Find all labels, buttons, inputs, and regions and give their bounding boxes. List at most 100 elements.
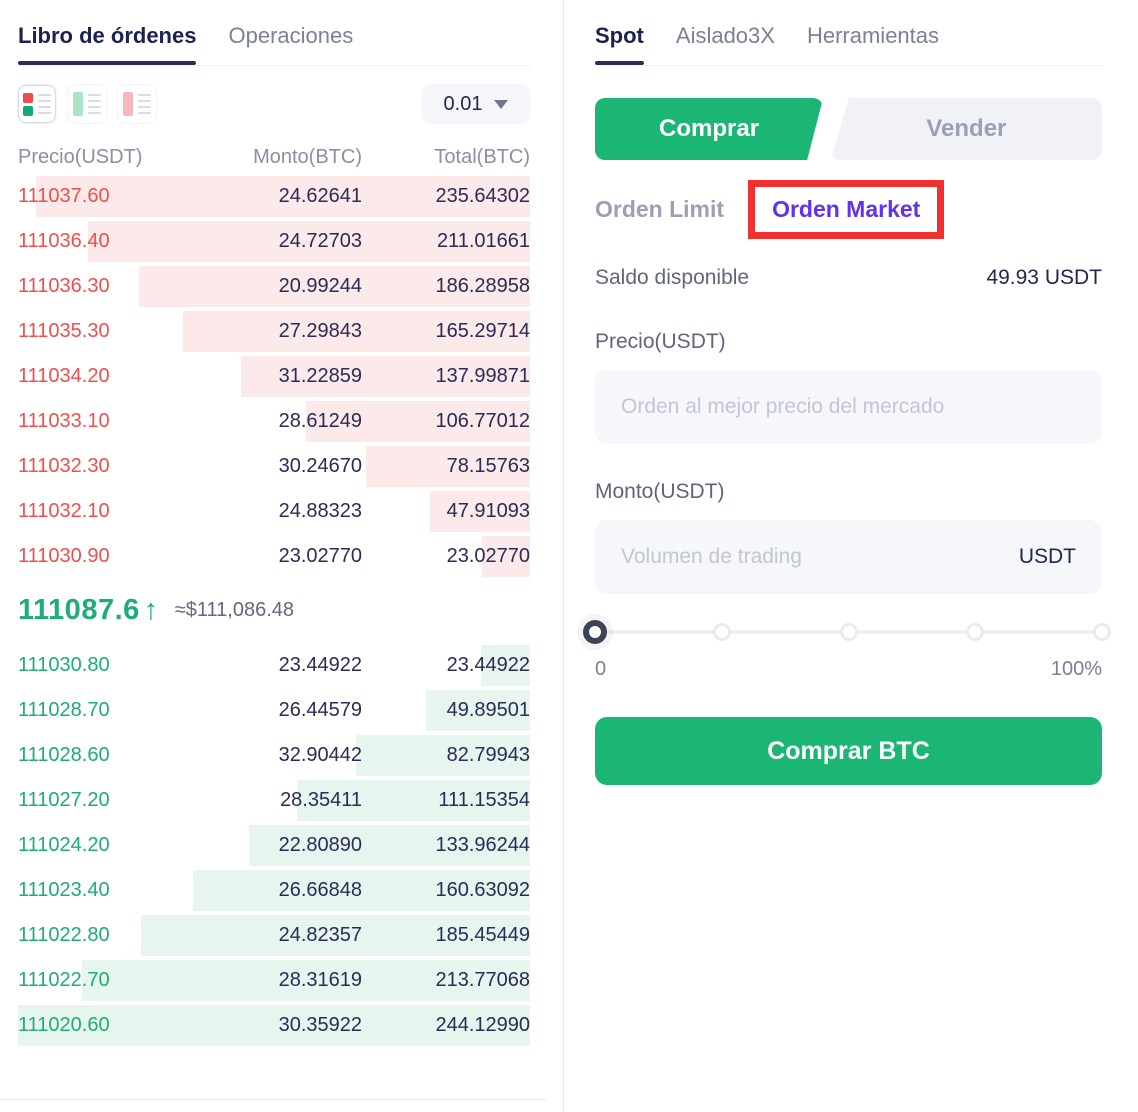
asks-only-view-icon[interactable] bbox=[118, 85, 156, 123]
slider-stop[interactable] bbox=[1093, 623, 1111, 641]
bid-price: 111022.70 bbox=[18, 969, 110, 991]
ask-price: 111033.10 bbox=[18, 410, 110, 432]
bid-depth-bar bbox=[356, 735, 530, 776]
balance-value: 49.93 USDT bbox=[986, 266, 1102, 289]
orderbook-bid-row[interactable]: 111024.20 22.80890 133.96244 bbox=[18, 823, 530, 868]
orderbook-ask-row[interactable]: 111035.30 27.29843 165.29714 bbox=[18, 309, 530, 354]
bids-list: 111030.80 23.44922 23.44922 111028.70 26.445… bbox=[18, 643, 530, 1048]
amount-percent-slider[interactable] bbox=[583, 620, 1111, 644]
orderbook-panel: Libro de órdenes Operaciones 0.01 bbox=[0, 0, 562, 1112]
bids-only-view-icon[interactable] bbox=[68, 85, 106, 123]
orderbook-tabs: Libro de órdenes Operaciones bbox=[18, 0, 530, 66]
tab-herramientas[interactable]: Herramientas bbox=[806, 23, 940, 48]
orderbook-ask-row[interactable]: 111030.90 23.02770 23.02770 bbox=[18, 534, 530, 579]
ask-amount: 20.99244 bbox=[278, 275, 362, 297]
tab-aislado3x[interactable]: Aislado3X bbox=[675, 23, 775, 48]
orderbook-bid-row[interactable]: 111028.70 26.44579 49.89501 bbox=[18, 688, 530, 733]
tab-libro-de-ordenes[interactable]: Libro de órdenes bbox=[18, 23, 197, 65]
precision-dropdown[interactable]: 0.01 bbox=[422, 84, 530, 124]
orderbook-bid-row[interactable]: 111023.40 26.66848 160.63092 bbox=[18, 868, 530, 913]
orderbook-toolbar: 0.01 bbox=[18, 84, 530, 124]
ask-total: 211.01661 bbox=[436, 230, 530, 252]
bid-total: 213.77068 bbox=[435, 969, 530, 991]
order-type-market[interactable]: Orden Market bbox=[772, 196, 921, 222]
tab-operaciones[interactable]: Operaciones bbox=[228, 23, 354, 48]
bid-price: 111030.80 bbox=[18, 654, 110, 676]
bid-price: 111020.60 bbox=[18, 1014, 110, 1036]
ask-price: 111036.30 bbox=[18, 275, 110, 297]
ask-depth-bar bbox=[429, 491, 530, 532]
orderbook-bid-row[interactable]: 111022.70 28.31619 213.77068 bbox=[18, 958, 530, 1003]
trade-panel: Spot Aislado3X Herramientas Vender Compr… bbox=[564, 0, 1138, 1112]
slider-labels: 0 100% bbox=[595, 658, 1102, 681]
bid-amount: 24.82357 bbox=[278, 924, 362, 946]
slider-stop[interactable] bbox=[712, 623, 731, 641]
bid-depth-bar bbox=[425, 690, 530, 731]
slider-stop[interactable] bbox=[966, 623, 985, 641]
last-price: 111087.6 ↑ bbox=[18, 593, 159, 626]
bid-depth-bar bbox=[193, 870, 530, 911]
price-input[interactable] bbox=[621, 395, 1076, 419]
ask-amount: 23.02770 bbox=[278, 545, 362, 567]
orderbook-ask-row[interactable]: 111036.30 20.99244 186.28958 bbox=[18, 264, 530, 309]
bid-depth-bar bbox=[140, 915, 530, 956]
ask-total: 106.77012 bbox=[435, 410, 530, 432]
bid-price: 111028.70 bbox=[18, 699, 110, 721]
ask-depth-bar bbox=[240, 356, 530, 397]
bid-total: 160.63092 bbox=[435, 879, 530, 901]
ask-depth-bar bbox=[87, 221, 530, 262]
bid-amount: 22.80890 bbox=[278, 834, 362, 856]
annotation-red-box: Orden Market bbox=[748, 180, 945, 239]
orderbook-bid-row[interactable]: 111028.60 32.90442 82.79943 bbox=[18, 733, 530, 778]
orderbook-ask-row[interactable]: 111034.20 31.22859 137.99871 bbox=[18, 354, 530, 399]
bids-only-glyph bbox=[73, 92, 83, 116]
price-field-box bbox=[595, 370, 1102, 444]
sell-toggle-button[interactable]: Vender bbox=[830, 98, 1102, 160]
order-type-row: Orden Limit Orden Market bbox=[595, 180, 1102, 239]
col-header-price: Precio(USDT) bbox=[18, 145, 143, 168]
orderbook-ask-row[interactable]: 111037.60 24.62641 235.64302 bbox=[18, 174, 530, 219]
slider-stop[interactable] bbox=[839, 623, 858, 641]
orderbook-ask-row[interactable]: 111036.40 24.72703 211.01661 bbox=[18, 219, 530, 264]
slider-min-label: 0 bbox=[595, 658, 607, 680]
both-sides-view-icon[interactable] bbox=[18, 85, 56, 123]
ask-total: 235.64302 bbox=[435, 185, 530, 207]
buy-btc-submit-button[interactable]: Comprar BTC bbox=[595, 717, 1102, 785]
ask-depth-bar bbox=[366, 446, 530, 487]
bid-amount: 23.44922 bbox=[278, 654, 362, 676]
bid-depth-bar bbox=[480, 645, 530, 686]
orderbook-ask-row[interactable]: 111032.30 30.24670 78.15763 bbox=[18, 444, 530, 489]
orderbook-ask-row[interactable]: 111033.10 28.61249 106.77012 bbox=[18, 399, 530, 444]
orderbook-bid-row[interactable]: 111022.80 24.82357 185.45449 bbox=[18, 913, 530, 958]
bid-depth-bar bbox=[81, 960, 530, 1001]
bid-depth-bar bbox=[248, 825, 530, 866]
orderbook-ask-row[interactable]: 111032.10 24.88323 47.91093 bbox=[18, 489, 530, 534]
bid-total: 82.79943 bbox=[446, 744, 530, 766]
orderbook-bid-row[interactable]: 111027.20 28.35411 111.15354 bbox=[18, 778, 530, 823]
orderbook-bid-row[interactable]: 111020.60 30.35922 244.12990 bbox=[18, 1003, 530, 1048]
bid-amount: 30.35922 bbox=[278, 1014, 362, 1036]
orderbook-bid-row[interactable]: 111030.80 23.44922 23.44922 bbox=[18, 643, 530, 688]
ask-depth-bar bbox=[35, 176, 530, 217]
slider-handle[interactable] bbox=[583, 620, 607, 644]
approx-usd-value: ≈$111,086.48 bbox=[174, 598, 294, 621]
ask-total: 186.28958 bbox=[435, 275, 530, 297]
ask-total: 23.02770 bbox=[446, 545, 530, 567]
panel-divider bbox=[563, 0, 564, 1112]
bid-total: 133.96244 bbox=[435, 834, 530, 856]
ask-amount: 27.29843 bbox=[278, 320, 362, 342]
order-type-limit[interactable]: Orden Limit bbox=[595, 196, 725, 222]
col-header-amount: Monto(BTC) bbox=[253, 145, 362, 168]
bid-total: 244.12990 bbox=[435, 1014, 530, 1036]
amount-input[interactable] bbox=[621, 545, 1007, 569]
tab-spot[interactable]: Spot bbox=[595, 23, 644, 65]
ask-depth-bar bbox=[139, 266, 530, 307]
ask-total: 78.15763 bbox=[446, 455, 530, 477]
buy-toggle-button[interactable]: Comprar bbox=[595, 98, 823, 160]
buy-sell-toggle: Vender Comprar bbox=[595, 98, 1102, 160]
both-sides-glyph bbox=[23, 92, 33, 116]
price-field-label: Precio(USDT) bbox=[595, 330, 726, 353]
bid-price: 111022.80 bbox=[18, 924, 110, 946]
slider-max-label: 100% bbox=[1050, 658, 1102, 680]
bid-amount: 32.90442 bbox=[278, 744, 362, 766]
